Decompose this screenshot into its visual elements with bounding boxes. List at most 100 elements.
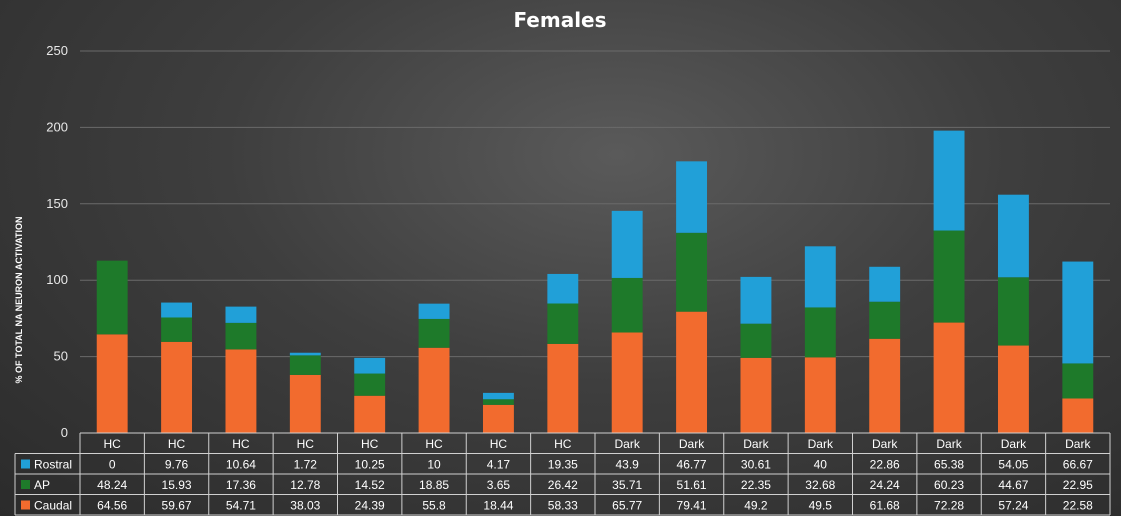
- bar-segment-caudal: [289, 374, 321, 433]
- data-label: 10.25: [355, 458, 385, 472]
- data-label: 65.77: [612, 499, 642, 513]
- data-label: 46.77: [677, 458, 707, 472]
- x-tick-label: Dark: [936, 437, 962, 451]
- bar-segment-caudal: [1062, 398, 1094, 433]
- y-axis-ticks: 0 50 100 150 200 250: [46, 43, 68, 440]
- x-tick-label: HC: [168, 437, 186, 451]
- bar-segment-caudal: [96, 334, 128, 433]
- bar-segment-rostral: [547, 273, 579, 304]
- bar-segment-ap: [547, 303, 579, 344]
- x-tick-label: HC: [361, 437, 379, 451]
- bar-segment-caudal: [354, 395, 386, 433]
- y-tick-label: 0: [61, 425, 68, 440]
- y-tick-label: 250: [46, 43, 68, 58]
- data-label: 0: [109, 458, 116, 472]
- bar-segment-ap: [740, 323, 772, 358]
- data-label: 35.71: [612, 478, 642, 492]
- bar-segment-ap: [161, 317, 193, 342]
- data-label: 49.2: [744, 499, 768, 513]
- data-label: 32.68: [805, 478, 835, 492]
- bar-segment-ap: [804, 307, 836, 358]
- x-tick-label: Dark: [743, 437, 769, 451]
- bar-segment-caudal: [482, 404, 514, 433]
- data-label: 61.68: [870, 499, 900, 513]
- data-label: 17.36: [226, 478, 256, 492]
- data-table: HC HC HC HC HC HC HC HC Dark Dark Dark Dark Dark Dark…: [14, 432, 1111, 516]
- data-label: 10.64: [226, 458, 256, 472]
- x-tick-label: Dark: [1065, 437, 1091, 451]
- bars: [96, 130, 1094, 433]
- data-label: 22.95: [1063, 478, 1093, 492]
- data-label: 66.67: [1063, 458, 1093, 472]
- bar-stack: [354, 357, 386, 433]
- bar-segment-rostral: [676, 161, 708, 233]
- bar-segment-ap: [289, 355, 321, 375]
- bar-segment-caudal: [997, 345, 1029, 433]
- y-tick-label: 150: [46, 196, 68, 211]
- x-tick-label: HC: [104, 437, 122, 451]
- legend-label-rostral: Rostral: [34, 458, 72, 472]
- data-label: 54.71: [226, 499, 256, 513]
- bar-segment-rostral: [869, 266, 901, 302]
- data-label: 18.44: [483, 499, 513, 513]
- bar-segment-rostral: [997, 194, 1029, 278]
- data-label: 40: [814, 458, 828, 472]
- bar-stack: [869, 266, 901, 433]
- bar-stack: [289, 352, 321, 433]
- legend-swatch-ap: [21, 480, 30, 489]
- x-tick-label: Dark: [808, 437, 834, 451]
- data-label: 65.38: [934, 458, 964, 472]
- x-tick-label: HC: [297, 437, 315, 451]
- bar-stack: [611, 210, 643, 433]
- data-label: 79.41: [677, 499, 707, 513]
- bar-stack: [482, 392, 514, 433]
- legend-label-caudal: Caudal: [34, 499, 72, 513]
- bar-segment-ap: [997, 277, 1029, 346]
- x-tick-label: HC: [425, 437, 443, 451]
- bar-segment-ap: [611, 277, 643, 333]
- bar-segment-ap: [482, 399, 514, 405]
- bar-segment-rostral: [740, 276, 772, 324]
- x-tick-label: HC: [490, 437, 508, 451]
- data-label: 24.39: [355, 499, 385, 513]
- x-tick-label: Dark: [615, 437, 641, 451]
- y-tick-label: 50: [54, 349, 68, 364]
- data-label: 48.24: [97, 478, 127, 492]
- bar-segment-caudal: [740, 357, 772, 433]
- data-label: 30.61: [741, 458, 771, 472]
- data-label: 22.35: [741, 478, 771, 492]
- data-label: 19.35: [548, 458, 578, 472]
- y-tick-label: 200: [46, 119, 68, 134]
- bar-segment-ap: [354, 373, 386, 396]
- data-label: 24.24: [870, 478, 900, 492]
- data-label: 1.72: [294, 458, 318, 472]
- bar-stack: [933, 130, 965, 433]
- data-label: 22.86: [870, 458, 900, 472]
- data-label: 18.85: [419, 478, 449, 492]
- bar-stack: [418, 303, 450, 433]
- bar-segment-caudal: [418, 347, 450, 433]
- bar-segment-rostral: [804, 246, 836, 308]
- bar-segment-caudal: [547, 343, 579, 433]
- chart-title: Females: [513, 8, 606, 32]
- bar-stack: [225, 306, 257, 433]
- data-label: 15.93: [162, 478, 192, 492]
- bar-stack: [997, 194, 1029, 433]
- data-label: 4.17: [487, 458, 511, 472]
- bar-stack: [804, 246, 836, 433]
- x-tick-label: Dark: [679, 437, 705, 451]
- data-label: 3.65: [487, 478, 511, 492]
- data-label: 57.24: [998, 499, 1028, 513]
- bar-segment-caudal: [161, 341, 193, 433]
- data-label: 12.78: [290, 478, 320, 492]
- bar-stack: [1062, 261, 1094, 433]
- bar-segment-rostral: [161, 302, 193, 318]
- bar-segment-rostral: [933, 130, 965, 231]
- data-label: 10: [427, 458, 441, 472]
- bar-stack: [740, 276, 772, 433]
- bar-segment-ap: [225, 322, 257, 350]
- data-label: 9.76: [165, 458, 189, 472]
- bar-stack: [547, 273, 579, 433]
- y-axis-label: % OF TOTAL NA NEURON ACTIVATION: [14, 217, 24, 384]
